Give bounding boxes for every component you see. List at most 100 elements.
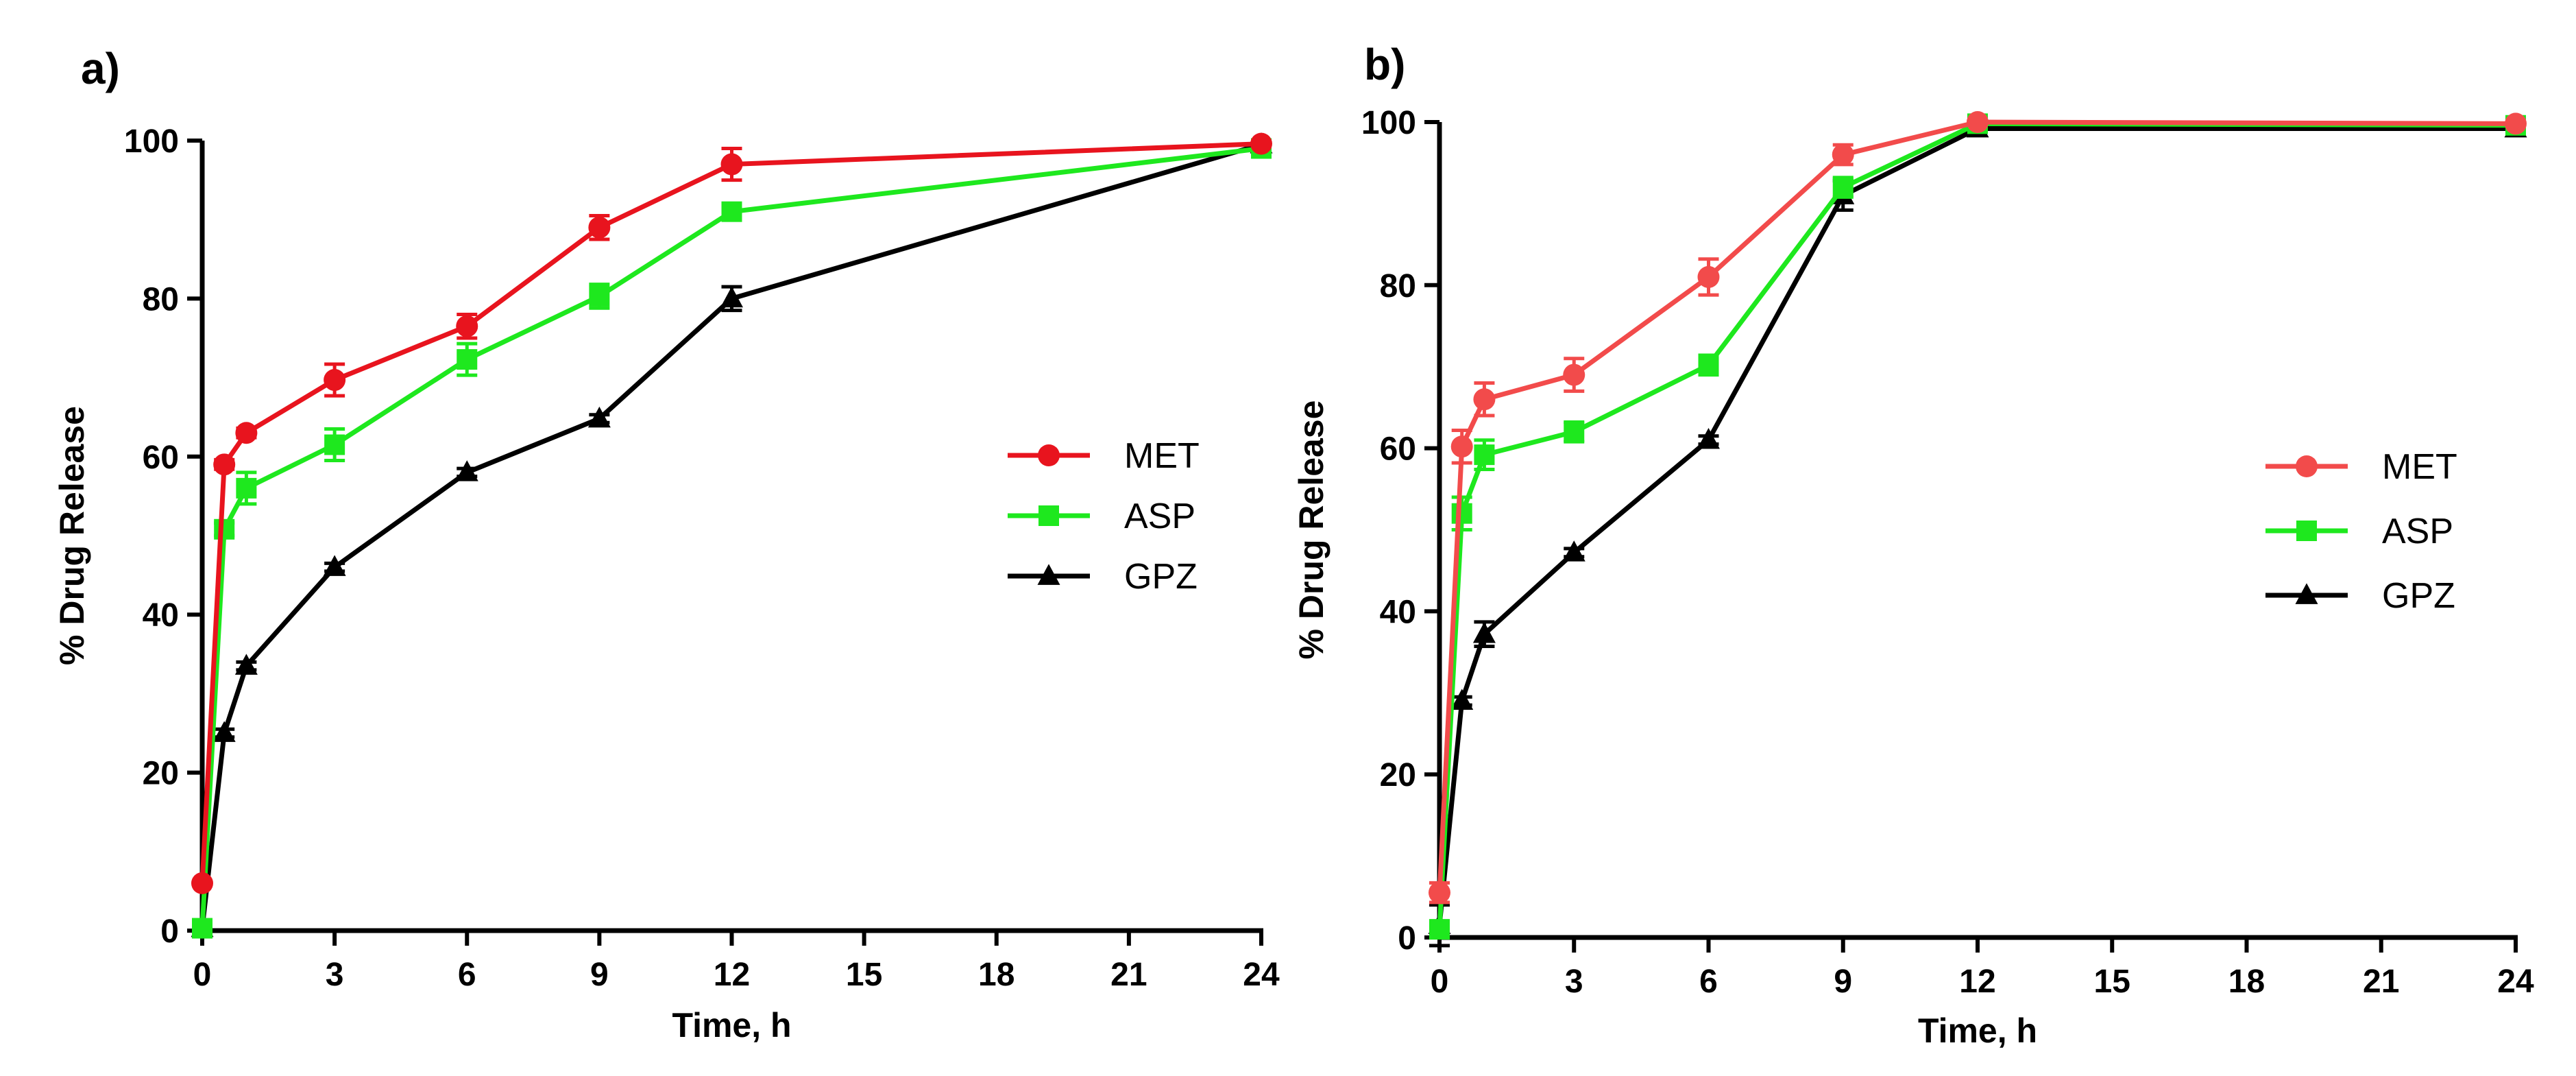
legend-label: MET (2382, 447, 2457, 487)
x-tick-label: 3 (1565, 964, 1583, 1000)
data-point (720, 153, 743, 176)
y-tick-label: 0 (1398, 920, 1416, 957)
chart-panel-b: b) 0 20 40 60 80 100 0 3 6 9 12 15 18 21 24 Time, h % Dru… (1292, 40, 2534, 1050)
data-point (192, 918, 212, 939)
data-point (324, 434, 345, 455)
data-point (587, 406, 611, 428)
y-tick-label: 40 (1380, 594, 1416, 630)
data-point (1450, 435, 1473, 458)
data-point (324, 369, 346, 392)
y-tick-label: 20 (1380, 757, 1416, 793)
x-tick-label: 9 (1834, 964, 1852, 1000)
x-tick-label: 12 (1959, 964, 1995, 1000)
data-point (1698, 355, 1719, 376)
data-point (1451, 503, 1472, 524)
data-point (2505, 112, 2527, 135)
x-tick-label: 21 (2363, 964, 2399, 1000)
data-point (235, 422, 258, 444)
series-line (1437, 121, 2516, 930)
data-point (234, 654, 258, 675)
data-point (191, 872, 213, 894)
series-gpz (191, 132, 1273, 937)
panel-label: a) (81, 44, 120, 93)
data-point (213, 453, 236, 476)
data-point (214, 518, 235, 540)
x-tick-label: 0 (193, 957, 212, 993)
x-tick-label: 15 (846, 957, 882, 993)
legend-label: GPZ (1124, 557, 1198, 597)
y-tick-label: 60 (1380, 431, 1416, 468)
legend-marker (1038, 444, 1060, 466)
series-met (1429, 111, 2527, 905)
series-gpz (1428, 116, 2527, 948)
series-asp (1429, 113, 2526, 940)
data-point (1967, 111, 1989, 133)
y-axis-title: % Drug Release (1292, 400, 1330, 660)
legend-label: ASP (2382, 512, 2453, 551)
data-point (1697, 265, 1720, 288)
x-tick-label: 0 (1431, 964, 1449, 1000)
data-point (1832, 177, 1854, 198)
data-point (323, 555, 346, 576)
data-point (1564, 421, 1585, 442)
data-point (455, 460, 478, 481)
data-point (720, 286, 743, 308)
x-tick-label: 9 (590, 957, 609, 993)
data-point (1562, 540, 1585, 562)
legend-marker (2296, 521, 2317, 541)
data-point (236, 477, 257, 499)
data-point (1472, 622, 1496, 643)
legend-label: ASP (1124, 497, 1195, 536)
legend-label: MET (1124, 436, 1200, 476)
x-tick-label: 3 (326, 957, 344, 993)
data-point (588, 216, 611, 239)
data-point (1473, 388, 1496, 411)
data-point (721, 201, 742, 222)
data-point (456, 315, 478, 337)
legend: MET ASP GPZ (1008, 436, 1200, 597)
series-asp (192, 138, 1272, 939)
chart-panel-a: a) 0 20 40 60 80 100 0 3 6 9 12 15 18 21 24 Time, h % Dru… (53, 44, 1280, 1044)
data-point (212, 721, 236, 742)
data-point (1429, 919, 1450, 940)
y-tick-label: 100 (1361, 105, 1416, 141)
x-tick-label: 24 (2497, 964, 2534, 1000)
y-tick-label: 100 (124, 123, 179, 160)
series-line (1437, 119, 2516, 893)
series-line (199, 142, 1262, 929)
x-tick-label: 21 (1110, 957, 1147, 993)
x-tick-label: 18 (2228, 964, 2265, 1000)
legend-marker (2295, 583, 2318, 604)
series-line (199, 141, 1262, 884)
data-point (1697, 428, 1720, 449)
legend-label: GPZ (2382, 576, 2455, 616)
x-tick-label: 6 (1699, 964, 1718, 1000)
legend-marker (1038, 505, 1059, 526)
x-tick-label: 15 (2094, 964, 2130, 1000)
series-line (1437, 126, 2516, 926)
data-point (1429, 881, 1450, 904)
data-point (1832, 143, 1854, 166)
y-tick-label: 0 (160, 913, 179, 950)
series-met (191, 132, 1272, 894)
y-axis-title: % Drug Release (53, 406, 91, 665)
panel-label: b) (1364, 40, 1405, 89)
y-tick-label: 60 (143, 440, 179, 476)
x-tick-label: 18 (978, 957, 1014, 993)
y-tick-label: 80 (1380, 268, 1416, 304)
data-point (589, 285, 610, 307)
x-tick-label: 12 (714, 957, 750, 993)
y-tick-label: 40 (143, 597, 179, 634)
series-line (199, 146, 1262, 929)
data-point (1250, 132, 1272, 155)
data-point (1563, 363, 1585, 386)
y-tick-label: 20 (143, 756, 179, 792)
y-tick-label: 80 (143, 281, 179, 318)
legend: MET ASP GPZ (2265, 447, 2457, 616)
legend-marker (2296, 455, 2318, 477)
legend-marker (1037, 564, 1060, 585)
x-tick-label: 6 (458, 957, 476, 993)
x-tick-label: 24 (1243, 957, 1280, 993)
